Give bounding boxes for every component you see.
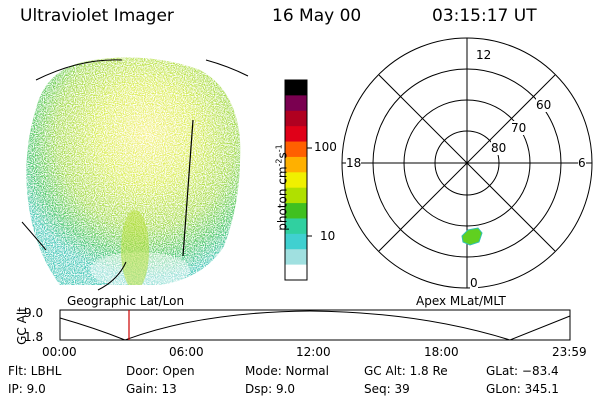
colorbar-cell bbox=[285, 126, 307, 143]
mlt-label-18: 18 bbox=[346, 156, 362, 170]
polar-emission-patch bbox=[461, 227, 483, 246]
colorbar-cell bbox=[285, 95, 307, 112]
image-date: 16 May 00 bbox=[272, 6, 362, 26]
status-mode: Mode: Normal bbox=[245, 364, 329, 378]
mlat-label-80: 80 bbox=[491, 141, 507, 155]
timeline-x-tick-0600: 06:00 bbox=[169, 345, 204, 359]
instrument-title: Ultraviolet Imager bbox=[20, 6, 174, 26]
colorbar-cell bbox=[285, 249, 307, 266]
mlat-label-60: 60 bbox=[536, 98, 552, 112]
mlt-label-0: 0 bbox=[470, 276, 478, 290]
terminator-line bbox=[182, 119, 194, 257]
colorbar-cell bbox=[285, 156, 307, 173]
mlt-label-6: 6 bbox=[578, 156, 586, 170]
mlat-label-70: 70 bbox=[511, 121, 527, 135]
status-glat: GLat: −83.4 bbox=[486, 364, 559, 378]
timeline-frame bbox=[59, 309, 571, 341]
timeline-x-tick-1800: 18:00 bbox=[424, 345, 459, 359]
colorbar-frame bbox=[284, 79, 308, 281]
colorbar-cell bbox=[285, 141, 307, 158]
colorbar-cell bbox=[285, 203, 307, 220]
colorbar-cell bbox=[285, 218, 307, 235]
limb-arc-bottom bbox=[97, 261, 127, 291]
colorbar-cell bbox=[285, 80, 307, 96]
limb-arc-lower bbox=[21, 221, 47, 251]
status-gc-alt: GC Alt: 1.8 Re bbox=[364, 364, 448, 378]
status-dsp: Dsp: 9.0 bbox=[245, 382, 296, 396]
timeline-right-caption: Apex MLat/MLT bbox=[416, 294, 506, 308]
status-filter: Flt: LBHL bbox=[8, 364, 62, 378]
colorbar-gradient bbox=[285, 80, 307, 281]
colorbar-cell bbox=[285, 172, 307, 189]
colorbar-cell bbox=[285, 264, 307, 281]
timeline-y-tick-high: 9.0 bbox=[24, 306, 44, 320]
timeline-x-tick-1200: 12:00 bbox=[296, 345, 331, 359]
status-door: Door: Open bbox=[126, 364, 195, 378]
status-seq: Seq: 39 bbox=[364, 382, 410, 396]
limb-arc-left bbox=[35, 59, 123, 81]
status-ip: IP: 9.0 bbox=[8, 382, 46, 396]
status-glon: GLon: 345.1 bbox=[486, 382, 559, 396]
timeline-x-tick-2359: 23:59 bbox=[552, 345, 587, 359]
colorbar-tick-label-10: 10 bbox=[320, 229, 336, 243]
image-time: 03:15:17 UT bbox=[432, 6, 537, 26]
orbit-altitude-curve bbox=[59, 310, 571, 341]
colorbar-cell bbox=[285, 110, 307, 127]
uv-emission-disk bbox=[26, 57, 241, 286]
timeline-y-tick-low: 1.8 bbox=[24, 330, 44, 344]
colorbar-cell bbox=[285, 187, 307, 204]
colorbar-cell bbox=[285, 233, 307, 250]
polar-diagonal-2 bbox=[378, 74, 556, 252]
timeline-left-caption: Geographic Lat/Lon bbox=[67, 294, 185, 308]
timeline-x-tick-0000: 00:00 bbox=[42, 345, 77, 359]
status-gain: Gain: 13 bbox=[126, 382, 177, 396]
limb-arc-right bbox=[205, 59, 249, 77]
mlt-label-12: 12 bbox=[476, 48, 492, 62]
colorbar-tick-label-100: 100 bbox=[314, 140, 337, 154]
